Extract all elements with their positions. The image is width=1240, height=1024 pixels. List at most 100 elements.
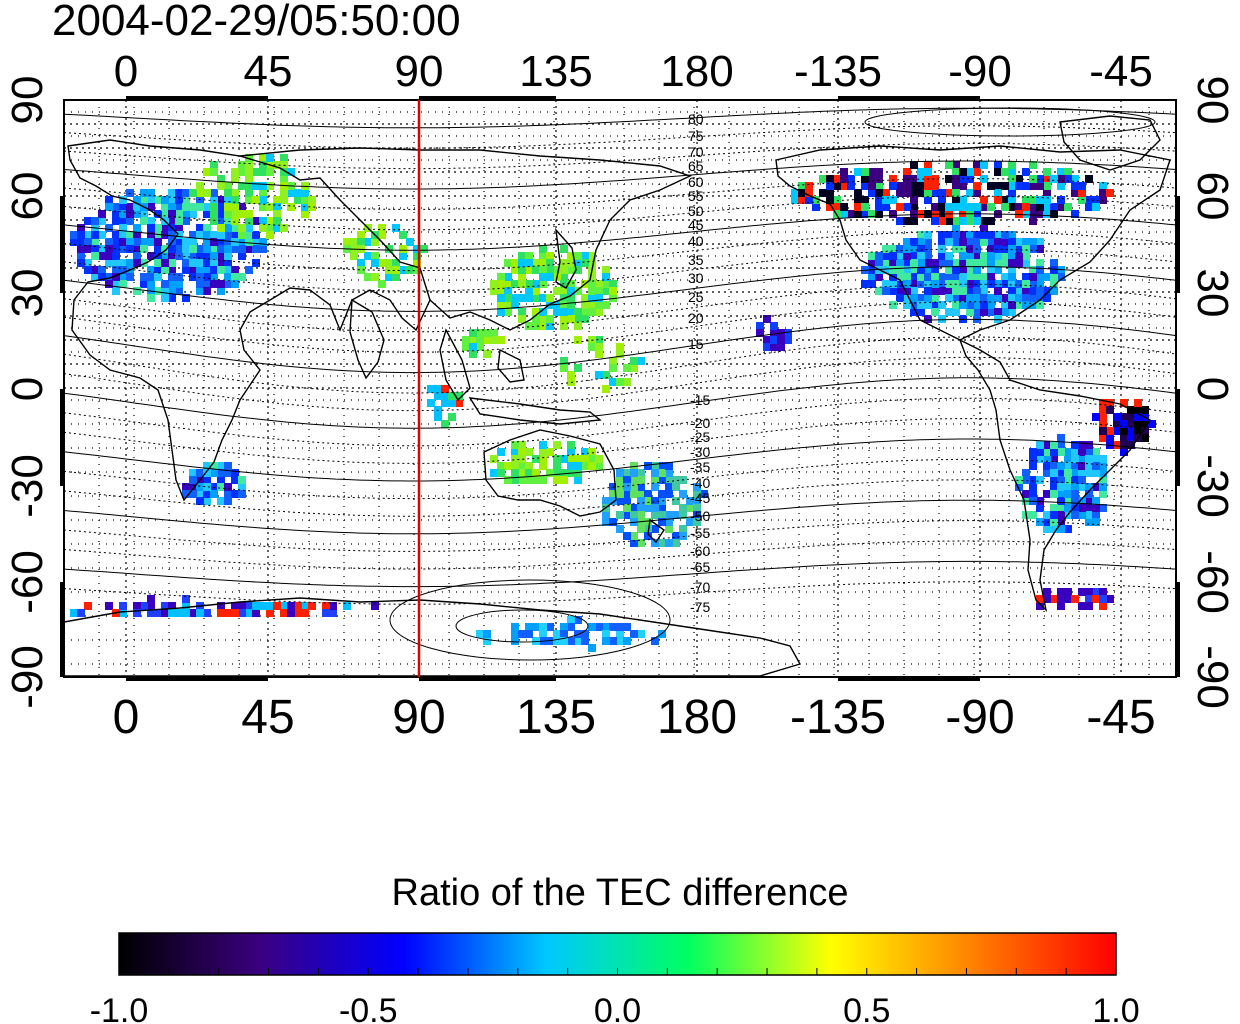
tec-pixel: [602, 280, 610, 288]
tec-pixel: [91, 266, 99, 274]
tec-pixel: [511, 448, 519, 456]
tec-pixel: [1029, 462, 1037, 470]
tec-pixel: [147, 595, 155, 603]
tec-pixel: [126, 189, 134, 197]
tec-pixel: [539, 259, 547, 267]
tec-pixel: [126, 217, 134, 225]
tec-pixel: [1057, 511, 1065, 519]
tec-pixel: [77, 245, 85, 253]
tec-pixel: [994, 315, 1002, 323]
tec-pixel: [994, 182, 1002, 190]
tec-pixel: [623, 490, 631, 498]
tec-pixel: [973, 252, 981, 260]
tec-pixel: [546, 322, 554, 330]
tec-pixel: [294, 196, 302, 204]
tec-pixel: [1050, 441, 1058, 449]
tec-pixel: [427, 385, 435, 393]
tec-pixel: [280, 189, 288, 197]
tec-pixel: [994, 196, 1002, 204]
tec-pixel: [189, 476, 197, 484]
tec-pixel: [1050, 490, 1058, 498]
tec-pixel: [875, 182, 883, 190]
tec-pixel: [1113, 441, 1121, 449]
tec-pixel: [266, 182, 274, 190]
tec-pixel: [826, 182, 834, 190]
tec-pixel: [665, 525, 673, 533]
tec-pixel: [945, 217, 953, 225]
tec-pixel: [959, 259, 967, 267]
tec-pixel: [161, 294, 169, 302]
tec-pixel: [861, 175, 869, 183]
tec-pixel: [973, 280, 981, 288]
tec-pixel: [77, 609, 85, 617]
tec-pixel: [252, 196, 260, 204]
tec-pixel: [126, 203, 134, 211]
tec-pixel: [1120, 427, 1128, 435]
tec-pixel: [1029, 273, 1037, 281]
tec-pixel: [1050, 266, 1058, 274]
tec-pixel: [1008, 259, 1016, 267]
tec-pixel: [630, 483, 638, 491]
tec-pixel: [154, 259, 162, 267]
tec-pixel: [910, 308, 918, 316]
tec-pixel: [98, 217, 106, 225]
tec-pixel: [952, 238, 960, 246]
tec-pixel: [805, 196, 813, 204]
tec-pixel: [126, 259, 134, 267]
tec-pixel: [112, 231, 120, 239]
tec-pixel: [525, 462, 533, 470]
tec-pixel: [1085, 175, 1093, 183]
tec-pixel: [210, 273, 218, 281]
tec-pixel: [105, 196, 113, 204]
tec-pixel: [504, 301, 512, 309]
tec-pixel: [609, 490, 617, 498]
tec-pixel: [959, 294, 967, 302]
tec-pixel: [623, 511, 631, 519]
tec-pixel: [126, 231, 134, 239]
lon-tick-label-top: 180: [660, 47, 733, 96]
tec-pixel: [245, 168, 253, 176]
tec-pixel: [273, 224, 281, 232]
tec-pixel: [609, 287, 617, 295]
tec-pixel: [1029, 448, 1037, 456]
tec-pixel: [308, 203, 316, 211]
tec-pixel: [1043, 469, 1051, 477]
tec-pixel: [231, 476, 239, 484]
tec-pixel: [1050, 287, 1058, 295]
tec-pixel: [392, 259, 400, 267]
tec-pixel: [175, 287, 183, 295]
tec-pixel: [280, 609, 288, 617]
tec-pixel: [1057, 434, 1065, 442]
tec-pixel: [1015, 294, 1023, 302]
tec-pixel: [203, 231, 211, 239]
tec-pixel: [231, 217, 239, 225]
tec-pixel: [161, 196, 169, 204]
contour-label: -20: [690, 415, 710, 431]
tec-pixel: [210, 168, 218, 176]
tec-pixel: [1036, 301, 1044, 309]
tec-pixel: [1092, 203, 1100, 211]
tec-pixel: [1078, 483, 1086, 491]
tec-pixel: [378, 231, 386, 239]
tec-pixel: [1071, 441, 1079, 449]
tec-pixel: [609, 357, 617, 365]
tec-pixel: [910, 287, 918, 295]
tec-pixel: [98, 273, 106, 281]
tec-pixel: [861, 210, 869, 218]
tec-pixel: [294, 189, 302, 197]
tec-pixel: [686, 518, 694, 526]
tec-pixel: [308, 196, 316, 204]
tec-pixel: [1092, 469, 1100, 477]
contour-label: -70: [690, 579, 710, 595]
tec-pixel: [154, 210, 162, 218]
tec-pixel: [1071, 448, 1079, 456]
tec-pixel: [245, 602, 253, 610]
tec-pixel: [252, 259, 260, 267]
tec-pixel: [616, 343, 624, 351]
tec-pixel: [623, 532, 631, 540]
tec-pixel: [1029, 476, 1037, 484]
tec-pixel: [119, 280, 127, 288]
tec-pixel: [203, 259, 211, 267]
tec-pixel: [896, 273, 904, 281]
tec-pixel: [287, 203, 295, 211]
